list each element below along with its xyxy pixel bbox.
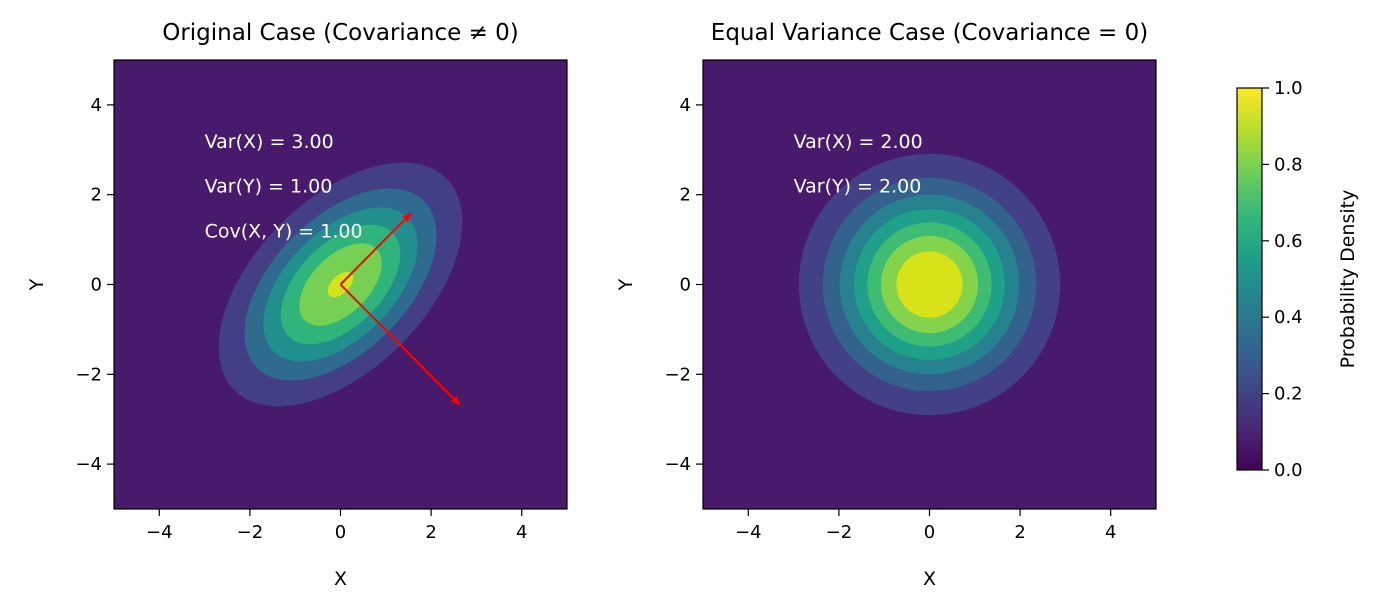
y-tick-label: 2 xyxy=(680,185,691,206)
y-axis-label: Y xyxy=(615,278,637,291)
y-tick-label: 0 xyxy=(91,275,102,296)
panel-0-title: Original Case (Covariance ≠ 0) xyxy=(162,20,519,46)
contour-band-6 xyxy=(896,251,963,318)
y-tick-label: 2 xyxy=(91,185,102,206)
x-tick-label: −2 xyxy=(826,522,853,543)
eigenvector-arrow-1 xyxy=(339,283,461,406)
x-tick-label: 4 xyxy=(1105,522,1116,543)
x-tick-label: 2 xyxy=(1014,522,1025,543)
y-tick-label: 4 xyxy=(680,95,691,116)
y-tick-label: 0 xyxy=(680,275,691,296)
panel-0-plot-area xyxy=(114,60,567,509)
colorbar-tick-label: 0.8 xyxy=(1274,154,1303,175)
colorbar xyxy=(1236,87,1263,471)
x-tick-label: 4 xyxy=(516,522,527,543)
colorbar-tick-label: 0.2 xyxy=(1274,384,1303,405)
x-tick-label: −2 xyxy=(237,522,264,543)
panel-1-plot-area xyxy=(703,60,1156,509)
y-tick-label: −2 xyxy=(75,364,102,385)
annotation-2: Cov(X, Y) = 1.00 xyxy=(205,221,363,243)
x-axis-label: X xyxy=(923,568,936,590)
colorbar-tick-label: 0.6 xyxy=(1274,231,1303,252)
panel-1-title: Equal Variance Case (Covariance = 0) xyxy=(711,20,1148,46)
x-tick-label: 0 xyxy=(335,522,346,543)
colorbar-label: Probability Density xyxy=(1337,190,1359,369)
annotation-0: Var(X) = 3.00 xyxy=(205,131,334,153)
annotation-1: Var(Y) = 2.00 xyxy=(794,176,922,198)
colorbar-tick-label: 1.0 xyxy=(1274,78,1303,99)
annotation-0: Var(X) = 2.00 xyxy=(794,131,923,153)
x-axis-label: X xyxy=(334,568,347,590)
x-tick-label: 2 xyxy=(425,522,436,543)
y-tick-label: −2 xyxy=(664,364,691,385)
x-tick-label: −4 xyxy=(146,522,173,543)
y-tick-label: −4 xyxy=(664,454,691,475)
x-tick-label: −4 xyxy=(735,522,762,543)
y-tick-label: 4 xyxy=(91,95,102,116)
x-tick-label: 0 xyxy=(924,522,935,543)
eigenvector-arrow-0 xyxy=(339,212,413,286)
y-tick-label: −4 xyxy=(75,454,102,475)
colorbar-tick-label: 0.0 xyxy=(1274,460,1303,481)
colorbar-tick-label: 0.4 xyxy=(1274,307,1303,328)
annotation-1: Var(Y) = 1.00 xyxy=(205,176,333,198)
y-axis-label: Y xyxy=(26,278,48,291)
